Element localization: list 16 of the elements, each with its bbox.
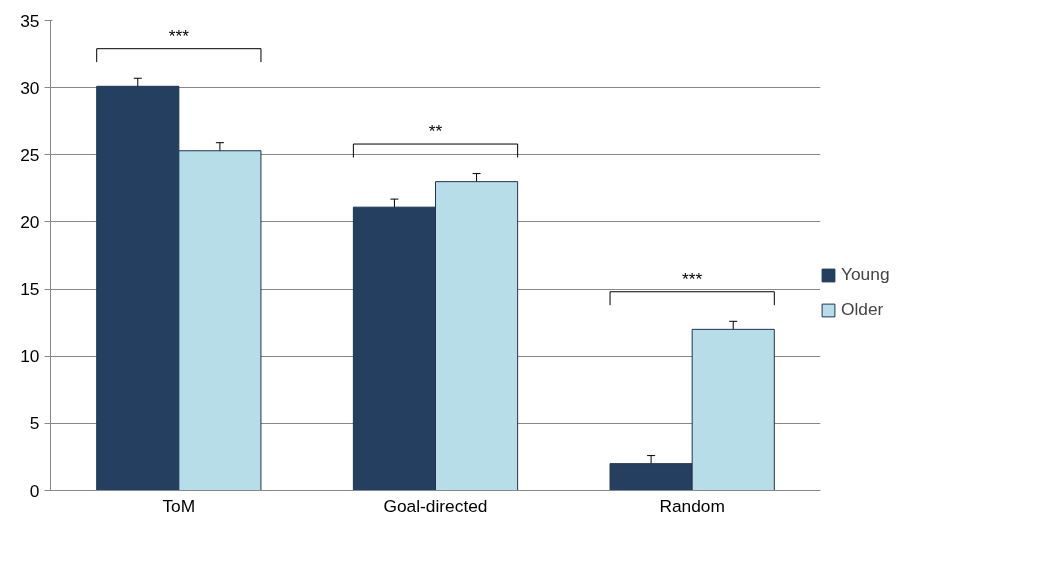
- y-tick-label: 5: [29, 413, 40, 434]
- legend-label: Young: [841, 264, 890, 285]
- legend-label: Older: [841, 299, 884, 320]
- y-tick-label: 30: [20, 77, 40, 98]
- y-tick-label: 10: [20, 346, 40, 367]
- annotation: ***: [168, 26, 190, 47]
- x-tick-label: Goal-directed: [383, 495, 488, 516]
- y-tick-label: 15: [20, 279, 40, 300]
- y-tick-label: 25: [20, 144, 40, 165]
- y-tick-label: 20: [20, 211, 40, 232]
- x-tick-label: ToM: [162, 495, 196, 516]
- y-tick-label: 35: [20, 10, 40, 31]
- x-tick-label: Random: [659, 495, 725, 516]
- annotation: **: [428, 121, 443, 142]
- y-tick-label: 0: [29, 480, 40, 501]
- annotation: ***: [682, 269, 703, 290]
